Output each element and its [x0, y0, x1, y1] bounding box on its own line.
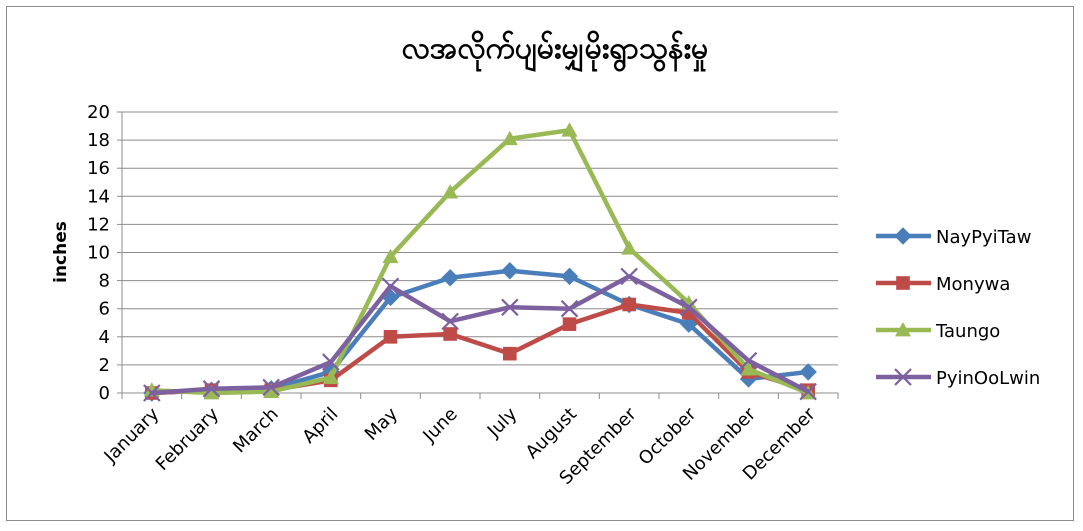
data-point-pyinoolwin: [799, 382, 817, 401]
chart-frame: [6, 6, 1074, 521]
data-point-taungo: [740, 361, 757, 376]
data-point-taungo: [442, 184, 459, 199]
data-point-taungo: [263, 383, 280, 398]
legend-label: NayPyiTaw: [936, 227, 1031, 248]
legend-item-taungo: Taungo: [876, 321, 1000, 342]
y-tick-label: 2: [99, 355, 110, 376]
data-point-taungo: [203, 385, 220, 400]
series-taungo: [143, 122, 817, 400]
data-point-pyinoolwin: [739, 351, 758, 370]
data-point-taungo: [621, 240, 638, 255]
y-tick-label: 10: [87, 243, 110, 264]
y-tick-label: 6: [99, 299, 110, 320]
y-tick-label: 18: [87, 130, 110, 151]
legend-item-pyinoolwin: PyinOoLwin: [876, 368, 1040, 389]
data-point-pyinoolwin: [202, 380, 221, 398]
y-tick-label: 14: [87, 186, 110, 207]
legend-item-monywa: Monywa: [876, 274, 1010, 295]
data-point-naypyitaw: [560, 267, 579, 286]
legend-label: PyinOoLwin: [936, 368, 1040, 389]
data-point-taungo: [501, 130, 518, 146]
data-point-pyinoolwin: [143, 384, 161, 402]
data-point-pyinoolwin: [262, 378, 280, 397]
data-point-pyinoolwin: [560, 299, 579, 318]
y-axis-ticks: 0 2 4 6 8 10 12 14 16 18 20: [87, 102, 122, 404]
legend-swatch-marker: [894, 227, 912, 245]
x-tick-label: April: [298, 404, 342, 448]
x-tick-label: June: [418, 404, 461, 447]
series-pyinoolwin: [143, 267, 817, 402]
y-tick-label: 8: [99, 271, 110, 292]
series-line-taungo: [149, 128, 811, 396]
y-axis-label: inches: [51, 221, 71, 283]
data-point-taungo: [561, 122, 578, 137]
x-tick-label: May: [361, 403, 402, 444]
x-tick-label: July: [483, 403, 522, 442]
x-tick-label: August: [522, 404, 581, 463]
data-point-taungo: [382, 248, 399, 264]
data-point-monywa: [562, 317, 577, 331]
legend-swatch-marker: [894, 368, 912, 386]
y-tick-label: 16: [87, 158, 110, 179]
data-point-monywa: [622, 297, 636, 312]
chart-title: လအလိုက်ပျမ်းမျှမိုးရွာသွန်းမှု: [402, 30, 708, 73]
gridlines: [122, 111, 838, 366]
data-point-monywa: [443, 327, 457, 341]
data-point-pyinoolwin: [322, 353, 340, 371]
data-point-monywa: [503, 346, 517, 361]
data-point-naypyitaw: [799, 363, 817, 381]
data-point-naypyitaw: [680, 315, 698, 333]
x-tick-label: March: [229, 404, 283, 458]
data-point-pyinoolwin: [441, 312, 459, 331]
data-point-pyinoolwin: [381, 277, 400, 295]
y-tick-label: 12: [87, 214, 110, 235]
x-tick-label: February: [152, 403, 223, 474]
legend-label: Monywa: [936, 274, 1010, 295]
y-tick-label: 20: [87, 102, 110, 123]
series-line-monywa: [149, 302, 811, 396]
y-tick-label: 0: [99, 383, 110, 404]
series-layer: [143, 122, 817, 402]
data-point-pyinoolwin: [620, 267, 638, 286]
legend-swatch-marker: [895, 322, 911, 337]
legend-item-naypyitaw: NayPyiTaw: [876, 227, 1031, 248]
legend-label: Taungo: [935, 321, 1000, 342]
data-point-naypyitaw: [441, 269, 459, 287]
data-point-pyinoolwin: [680, 298, 698, 317]
y-tick-label: 4: [99, 327, 110, 348]
legend: NayPyiTaw Monywa Taungo PyinOoLwin: [876, 227, 1040, 389]
data-point-taungo: [322, 369, 339, 384]
data-point-pyinoolwin: [501, 298, 519, 317]
data-point-naypyitaw: [501, 262, 519, 280]
series-line-pyinoolwin: [149, 274, 811, 396]
legend-swatch-marker: [896, 276, 910, 290]
data-point-monywa: [383, 330, 398, 344]
